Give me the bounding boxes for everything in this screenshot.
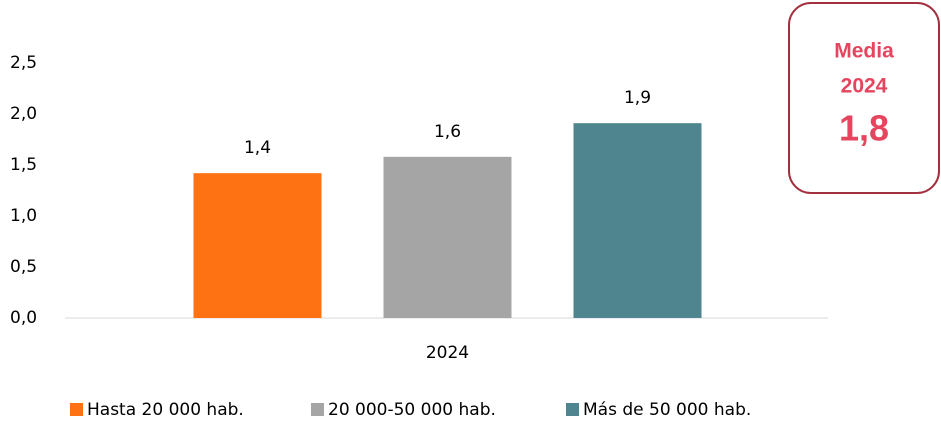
y-tick-label: 1,5 <box>10 155 37 175</box>
data-label: 1,6 <box>434 122 461 142</box>
annotation-text: Media <box>834 40 894 63</box>
annotation-text: 2024 <box>841 75 888 98</box>
bar <box>383 156 512 318</box>
legend-swatch <box>311 403 324 416</box>
data-label: 1,4 <box>244 138 271 158</box>
legend-label: Hasta 20 000 hab. <box>87 400 244 420</box>
data-label: 1,9 <box>624 88 651 108</box>
legend-label: Más de 50 000 hab. <box>583 400 751 420</box>
bar <box>573 123 702 319</box>
annotation-box <box>788 2 940 194</box>
legend-swatch <box>566 403 579 416</box>
y-tick-label: 0,0 <box>10 308 37 328</box>
legend-label: 20 000-50 000 hab. <box>328 400 496 420</box>
y-tick-label: 2,0 <box>10 104 37 124</box>
legend-swatch <box>70 403 83 416</box>
y-tick-label: 1,0 <box>10 206 37 226</box>
annotation-value: 1,8 <box>839 108 889 149</box>
x-tick-label: 2024 <box>426 343 469 363</box>
bar <box>193 173 322 318</box>
y-tick-label: 0,5 <box>10 257 37 277</box>
y-tick-label: 2,5 <box>10 53 37 73</box>
